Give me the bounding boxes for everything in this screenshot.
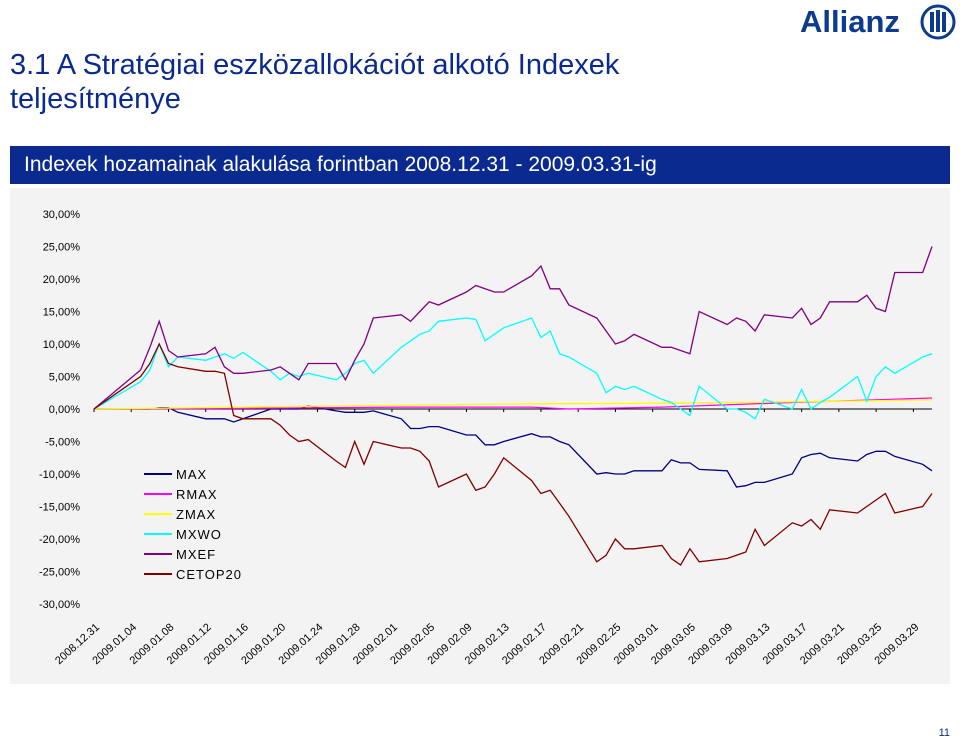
series-line-zmax [93, 399, 933, 410]
series-line-mxef [93, 246, 933, 410]
chart-banner: Indexek hozamainak alakulása forintban 2… [10, 146, 950, 184]
legend-swatch [144, 493, 172, 495]
series-line-mxwo [93, 317, 933, 420]
legend-swatch [144, 513, 172, 515]
legend-item-zmax: ZMAX [144, 504, 242, 524]
legend-item-mxwo: MXWO [144, 524, 242, 544]
legend-swatch [144, 573, 172, 575]
legend-item-rmax: RMAX [144, 484, 242, 504]
y-tick-label: -10,00% [39, 469, 80, 481]
y-tick-label: -25,00% [39, 567, 80, 579]
allianz-eagle-icon [920, 4, 956, 40]
legend-swatch [144, 553, 172, 555]
y-tick-label: 15,00% [43, 307, 81, 319]
series-line-rmax [93, 397, 933, 410]
y-tick-label: 10,00% [43, 339, 81, 351]
legend-item-mxef: MXEF [144, 544, 242, 564]
series-line-cetop20 [93, 342, 933, 566]
series-line-max [94, 405, 933, 488]
y-tick-label: -15,00% [39, 502, 80, 514]
legend-label: RMAX [176, 486, 218, 502]
slide-title: 3.1 A Stratégiai eszközallokációt alkotó… [10, 49, 620, 115]
y-tick-label: -5,00% [45, 437, 80, 449]
logo-wordmark: Allianz [800, 4, 900, 39]
allianz-logo: Allianz [800, 2, 960, 44]
y-tick-label: 0,00% [49, 404, 80, 416]
page-number: 11 [938, 727, 950, 739]
y-tick-label: -20,00% [39, 534, 80, 546]
legend-swatch [144, 533, 172, 535]
legend-label: MAX [176, 466, 208, 482]
legend-label: MXWO [176, 526, 222, 542]
legend-label: MXEF [176, 546, 217, 562]
line-chart: 30,00% 25,00% 20,00% 15,00% 10,00% 5,00% 0,00%… [39, 209, 933, 667]
y-tick-label: 25,00% [43, 242, 81, 254]
y-tick-label: 20,00% [43, 274, 81, 286]
legend-item-cetop20: CETOP20 [144, 564, 242, 584]
legend-item-max: MAX [144, 464, 242, 484]
legend-swatch [144, 473, 172, 475]
chart-panel: 30,00% 25,00% 20,00% 15,00% 10,00% 5,00% 0,00%… [10, 188, 950, 684]
y-tick-label: -30,00% [39, 599, 80, 611]
y-tick-label: 5,00% [49, 372, 80, 384]
y-tick-label: 30,00% [43, 209, 81, 221]
legend-label: CETOP20 [176, 566, 243, 582]
chart-legend: MAX RMAX ZMAX MXWO MXEF CETOP20 [144, 464, 242, 584]
legend-label: ZMAX [176, 506, 217, 522]
